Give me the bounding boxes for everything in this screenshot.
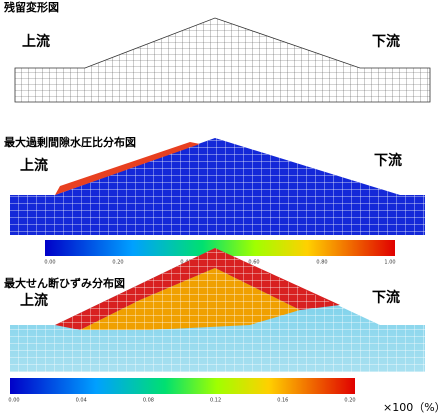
deformed-mesh bbox=[14, 17, 431, 103]
high-zone bbox=[55, 142, 200, 195]
upstream-label: 上流 bbox=[20, 157, 48, 174]
pore-pressure: 最大過剰間隙水圧比分布図 上流 下流 0.000.200.400.600.801… bbox=[4, 135, 425, 266]
colorbar-tick-label: 0.04 bbox=[76, 398, 87, 404]
colorbar bbox=[45, 240, 395, 256]
shear-strain: 最大せん断ひずみ分布図 上流 下流 0.00 0.04 0.08 0.12 0.16 0.… bbox=[4, 248, 439, 414]
colorbar-tick-label: 0.00 bbox=[44, 260, 55, 266]
colorbar-tick-label: 0.20 bbox=[344, 398, 355, 404]
mesh-grid bbox=[10, 138, 425, 235]
downstream-label: 下流 bbox=[374, 152, 402, 169]
colorbar-ticks: 0.00 0.04 0.08 0.12 0.16 0.20 bbox=[8, 398, 355, 404]
colorbar-tick-label: 0.60 bbox=[248, 260, 259, 266]
panel-title: 最大過剰間隙水圧比分布図 bbox=[4, 135, 136, 149]
unit-label: ×100（%） bbox=[383, 401, 439, 414]
colorbar bbox=[10, 378, 355, 394]
downstream-label: 下流 bbox=[372, 289, 400, 306]
downstream-label: 下流 bbox=[372, 33, 400, 50]
colorbar-tick-label: 0.16 bbox=[277, 398, 288, 404]
panel-title: 最大せん断ひずみ分布図 bbox=[4, 276, 125, 290]
upstream-label: 上流 bbox=[20, 292, 48, 309]
colorbar-tick-label: 0.08 bbox=[143, 398, 154, 404]
colorbar-tick-label: 1.00 bbox=[384, 260, 395, 266]
mesh-grid bbox=[10, 248, 425, 372]
colorbar-tick-label: 0.12 bbox=[210, 398, 221, 404]
upstream-label: 上流 bbox=[22, 33, 50, 50]
colorbar-tick-label: 0.80 bbox=[316, 260, 327, 266]
colorbar-tick-label: 0.20 bbox=[112, 260, 123, 266]
colorbar-tick-label: 0.00 bbox=[8, 398, 19, 404]
residual-deformation: 残留変形図 上流 下流 bbox=[4, 0, 431, 103]
panel-title: 残留変形図 bbox=[4, 0, 59, 14]
